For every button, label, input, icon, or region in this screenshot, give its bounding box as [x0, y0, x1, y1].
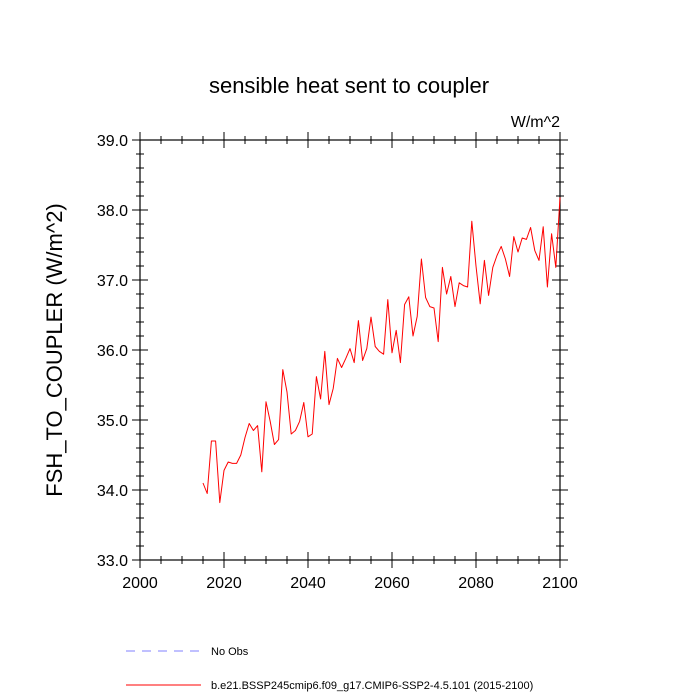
legend-label-no-obs: No Obs	[211, 646, 249, 658]
x-tick-label: 2060	[374, 575, 410, 592]
y-tick-label: 39.0	[97, 133, 128, 150]
chart-title: sensible heat sent to coupler	[209, 73, 489, 98]
x-tick-label: 2020	[206, 575, 242, 592]
legend-label-model: b.e21.BSSP245cmip6.f09_g17.CMIP6-SSP2-4.…	[211, 680, 533, 692]
units-label: W/m^2	[511, 114, 560, 131]
axis-tick-labels: 2000 2020 2040 2060 2080 2100 33.0 34.0 35.0 36.0…	[97, 133, 578, 592]
series-line-0	[202, 197, 561, 504]
y-tick-label: 35.0	[97, 413, 128, 430]
x-tick-label: 2000	[122, 575, 158, 592]
x-tick-label: 2100	[542, 575, 578, 592]
legend: No Obs b.e21.BSSP245cmip6.f09_g17.CMIP6-…	[126, 646, 533, 692]
y-tick-label: 34.0	[97, 483, 128, 500]
x-tick-label: 2080	[458, 575, 494, 592]
y-tick-label: 36.0	[97, 343, 128, 360]
series-layer	[202, 197, 561, 504]
y-tick-label: 38.0	[97, 203, 128, 220]
x-tick-label: 2040	[290, 575, 326, 592]
y-axis-label: FSH_TO_COUPLER (W/m^2)	[42, 203, 67, 497]
axis-ticks	[132, 132, 568, 568]
y-tick-label: 37.0	[97, 273, 128, 290]
y-tick-label: 33.0	[97, 553, 128, 570]
